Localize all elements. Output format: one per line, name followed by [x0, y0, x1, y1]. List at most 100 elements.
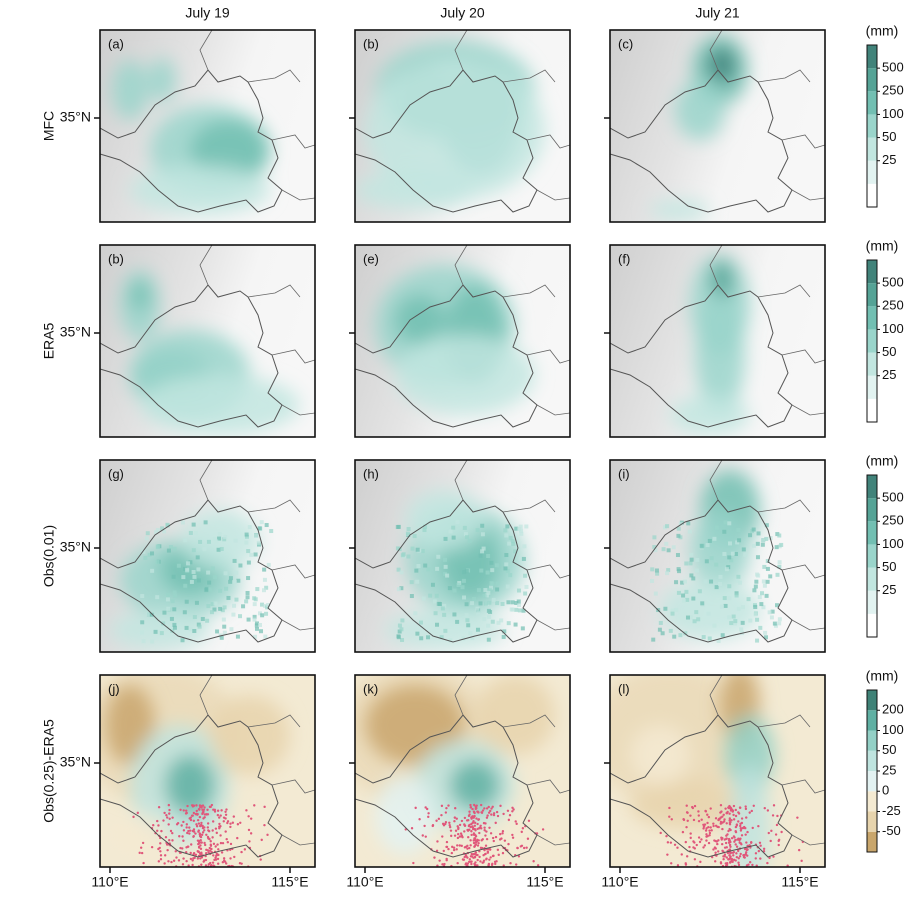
obs-dot: [699, 860, 702, 864]
obs-pixel: [165, 522, 170, 527]
precip-blob: [130, 165, 270, 215]
obs-pixel: [265, 605, 270, 610]
obs-pixel: [252, 617, 257, 622]
obs-dot: [702, 827, 705, 830]
province-border: [709, 30, 723, 71]
obs-dot: [511, 806, 514, 810]
obs-pixel: [495, 601, 500, 606]
obs-pixel: [676, 533, 681, 538]
obs-pixel: [508, 535, 513, 540]
obs-pixel: [231, 612, 236, 617]
obs-pixel: [729, 558, 734, 563]
colorbar-swatch: [867, 375, 877, 399]
obs-dot: [444, 822, 447, 826]
obs-pixel: [689, 557, 694, 562]
x-tick-label: 110°E: [346, 874, 383, 890]
obs-dot: [515, 822, 518, 826]
obs-dot: [163, 862, 166, 865]
obs-pixel: [428, 593, 433, 598]
obs-pixel: [482, 617, 487, 622]
obs-dot: [723, 855, 726, 858]
colorbar-swatch: [867, 114, 877, 138]
obs-dot: [213, 810, 217, 813]
obs-pixel: [463, 532, 468, 537]
obs-dot: [208, 846, 211, 850]
obs-dot: [205, 848, 208, 852]
obs-pixel: [756, 531, 761, 536]
obs-pixel: [406, 554, 411, 559]
obs-pixel: [765, 558, 770, 563]
obs-dot: [475, 804, 478, 807]
obs-pixel: [464, 569, 469, 574]
obs-pixel: [258, 611, 263, 616]
obs-pixel: [183, 583, 188, 588]
obs-pixel: [466, 623, 471, 628]
obs-pixel: [674, 607, 679, 612]
obs-pixel: [155, 595, 160, 600]
obs-dot: [478, 827, 481, 830]
obs-dot: [767, 831, 770, 835]
obs-dot: [209, 844, 213, 847]
obs-pixel: [734, 591, 739, 596]
obs-pixel: [739, 627, 744, 632]
obs-dot: [704, 810, 708, 813]
colorbar-swatch: [867, 183, 877, 207]
obs-dot: [481, 809, 485, 812]
y-tick-label: 35°N: [60, 754, 91, 770]
obs-pixel: [665, 524, 670, 529]
obs-dot: [136, 811, 140, 815]
obs-pixel: [487, 614, 492, 619]
obs-pixel: [222, 605, 227, 610]
obs-pixel: [654, 568, 659, 573]
province-border: [454, 460, 468, 501]
colorbar-tick-label: 25: [882, 762, 896, 777]
colorbar-swatch: [867, 68, 877, 92]
obs-dot: [187, 864, 190, 867]
obs-pixel: [140, 620, 145, 625]
obs-dot: [745, 816, 748, 819]
precip-blob: [148, 58, 176, 102]
obs-pixel: [253, 634, 258, 639]
map-content: [355, 245, 570, 437]
obs-dot: [157, 824, 160, 827]
obs-pixel: [232, 579, 237, 584]
obs-pixel: [396, 587, 401, 592]
obs-pixel: [206, 539, 211, 544]
obs-pixel: [213, 601, 218, 606]
panel-frame: [354, 244, 571, 438]
obs-dot: [216, 853, 220, 857]
obs-dot: [725, 837, 728, 840]
obs-dot: [751, 863, 754, 867]
obs-dot: [226, 821, 229, 825]
obs-dot: [737, 820, 740, 823]
obs-pixel: [196, 578, 201, 583]
precip-blob: [105, 685, 155, 765]
obs-dot: [202, 808, 206, 812]
obs-pixel: [686, 521, 691, 526]
obs-pixel: [192, 615, 197, 620]
obs-dot: [464, 853, 467, 857]
obs-dot: [698, 840, 702, 844]
colorbar-tick-label: 500: [882, 60, 904, 75]
obs-pixel: [505, 584, 510, 589]
obs-pixel: [442, 612, 447, 617]
obs-pixel: [730, 551, 735, 556]
obs-dot: [668, 806, 671, 810]
colorbar-swatch: [867, 690, 877, 711]
obs-dot: [740, 821, 744, 825]
obs-dot: [731, 810, 734, 813]
obs-dot: [445, 840, 449, 844]
obs-dot: [218, 826, 221, 829]
obs-dot: [670, 818, 673, 821]
obs-dot: [238, 861, 242, 865]
obs-dot: [702, 846, 705, 849]
precip-blob: [110, 610, 210, 650]
obs-pixel: [204, 588, 209, 593]
obs-pixel: [405, 531, 410, 536]
obs-pixel: [210, 566, 215, 571]
obs-dot: [191, 863, 194, 867]
obs-pixel: [197, 624, 202, 629]
obs-dot: [200, 806, 203, 809]
obs-pixel: [447, 586, 452, 591]
obs-pixel: [475, 606, 480, 611]
